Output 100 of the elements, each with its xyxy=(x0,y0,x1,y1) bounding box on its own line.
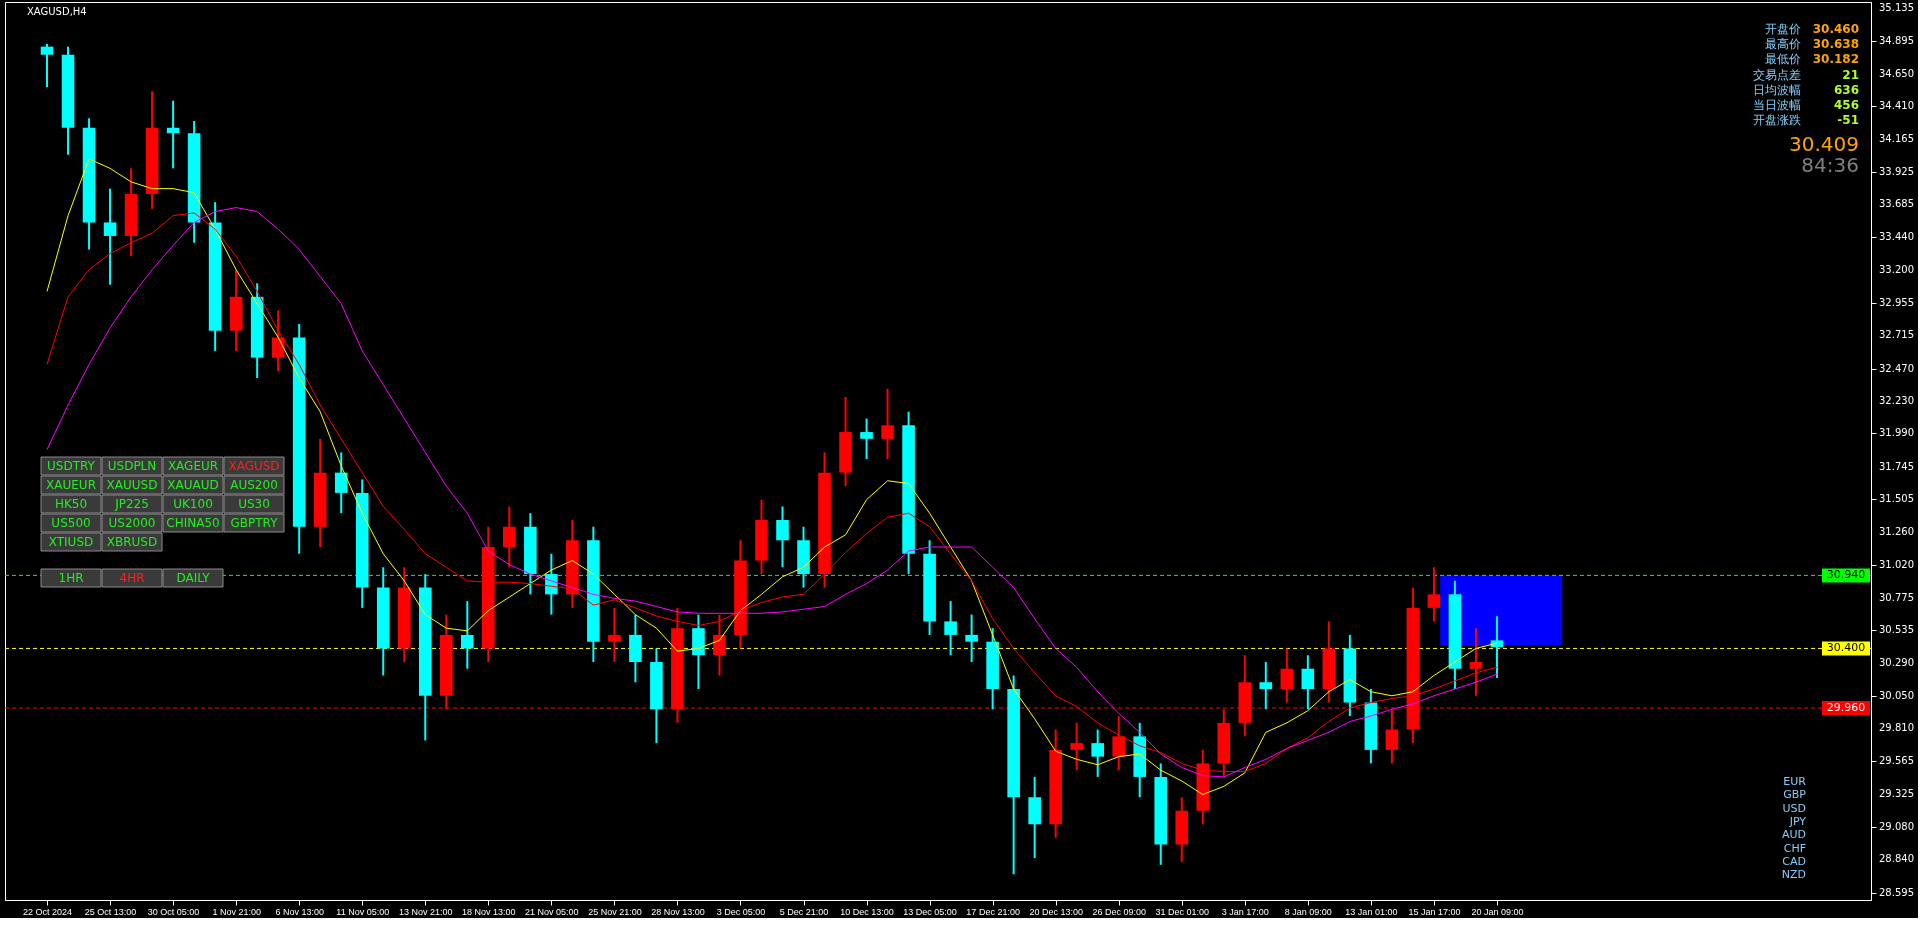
text: 30.409 xyxy=(1789,132,1859,156)
candlestick xyxy=(944,600,957,657)
text: CAD xyxy=(1782,854,1806,868)
x-tick-label: 6 Nov 13:00 xyxy=(275,906,324,917)
y-tick-label: 33.440 xyxy=(1879,231,1914,243)
candlestick xyxy=(103,187,117,286)
x-tick-label: 22 Oct 2024 xyxy=(23,906,73,917)
annotation: UK100 xyxy=(173,497,213,511)
y-tick-label: 30.775 xyxy=(1879,591,1914,603)
candlestick xyxy=(860,417,873,461)
x-tick-label: 8 Jan 09:00 xyxy=(1284,906,1332,917)
annotation: XAGUSD xyxy=(228,459,280,473)
candlestick xyxy=(776,505,789,569)
annotation: USDTRY xyxy=(47,459,96,473)
text: GBP xyxy=(1783,788,1807,802)
annotation: CHINA50 xyxy=(166,516,220,530)
x-tick-label: 5 Dec 21:00 xyxy=(779,906,829,917)
annotation: US30 xyxy=(238,497,270,511)
candlestick xyxy=(271,309,285,373)
annotation: 4HR xyxy=(119,571,145,585)
candlestick xyxy=(334,451,348,515)
x-tick-label: 15 Jan 17:00 xyxy=(1408,906,1461,917)
x-tick-label: 28 Nov 13:00 xyxy=(651,906,705,917)
ref-line-label: 30.400 xyxy=(1826,641,1866,655)
x-tick-label: 17 Dec 21:00 xyxy=(966,906,1020,917)
ref-line-label: 30.940 xyxy=(1826,568,1866,582)
y-tick-label: 34.165 xyxy=(1879,133,1914,145)
x-tick-label: 20 Dec 13:00 xyxy=(1029,906,1083,917)
y-tick-label: 30.535 xyxy=(1879,624,1914,636)
y-tick-label: 34.650 xyxy=(1879,67,1914,79)
y-tick-label: 29.810 xyxy=(1879,722,1914,734)
candlestick xyxy=(881,387,894,461)
y-tick-label: 31.260 xyxy=(1879,526,1914,538)
y-tick-label: 30.050 xyxy=(1879,689,1914,701)
annotation: HK50 xyxy=(54,497,88,511)
x-tick-label: 18 Nov 13:00 xyxy=(462,906,516,917)
text: 开盘价 xyxy=(1765,22,1801,36)
y-tick-label: 31.020 xyxy=(1879,558,1914,570)
candlestick xyxy=(503,505,516,569)
text: EUR xyxy=(1783,775,1807,788)
text: NZD xyxy=(1781,868,1806,882)
x-tick-label: 25 Nov 21:00 xyxy=(588,906,642,917)
y-tick-label: 33.685 xyxy=(1879,198,1914,210)
y-tick-label: 32.470 xyxy=(1879,362,1914,374)
y-tick-label: 31.505 xyxy=(1879,493,1914,505)
y-tick-label: 32.230 xyxy=(1879,394,1914,406)
annotation: AUS200 xyxy=(230,478,278,492)
y-tick-label: 32.955 xyxy=(1879,296,1914,308)
x-tick-label: 13 Jan 01:00 xyxy=(1345,906,1398,917)
x-tick-label: 10 Dec 13:00 xyxy=(840,906,894,917)
text: 30.182 xyxy=(1812,52,1859,67)
candlestick xyxy=(1301,654,1315,711)
y-tick-label: 33.200 xyxy=(1879,263,1914,275)
y-tick-label: 35.135 xyxy=(1879,2,1914,14)
text: CHF xyxy=(1783,841,1806,855)
annotation: XAGEUR xyxy=(167,459,219,473)
chart-title: XAGUSD,H4 xyxy=(27,6,87,17)
x-tick-label: 31 Dec 01:00 xyxy=(1155,906,1210,917)
x-tick-label: 21 Nov 05:00 xyxy=(525,906,579,917)
candlestick xyxy=(1070,721,1083,772)
candlestick xyxy=(40,42,54,89)
annotation: XBRUSD xyxy=(106,535,158,549)
text: 交易点差 xyxy=(1753,67,1801,82)
text: 开盘涨跌 xyxy=(1753,113,1801,128)
text: 当日波幅 xyxy=(1753,98,1801,112)
candlestick xyxy=(713,613,726,677)
x-tick-label: 13 Dec 05:00 xyxy=(903,906,957,917)
y-tick-label: 33.925 xyxy=(1879,165,1914,177)
annotation: USDPLN xyxy=(107,459,157,473)
annotation: GBPTRY xyxy=(230,516,279,530)
x-tick-label: 1 Nov 21:00 xyxy=(212,906,261,917)
text: 456 xyxy=(1833,98,1859,112)
y-tick-label: 31.990 xyxy=(1879,427,1914,439)
annotation: XAUUSD xyxy=(106,478,158,492)
x-tick-label: 3 Jan 17:00 xyxy=(1221,906,1269,917)
y-tick-label: 28.595 xyxy=(1879,886,1914,898)
x-tick-label: 13 Nov 21:00 xyxy=(399,906,453,917)
candlestick xyxy=(608,606,621,663)
candlestick xyxy=(460,600,474,670)
text: JPY xyxy=(1788,814,1807,828)
x-tick-label: 26 Dec 09:00 xyxy=(1092,906,1146,917)
text: AUD xyxy=(1781,828,1806,842)
x-tick-label: 11 Nov 05:00 xyxy=(336,906,390,917)
text: 636 xyxy=(1833,82,1859,97)
y-tick-label: 34.410 xyxy=(1879,100,1914,112)
candlestick xyxy=(1280,647,1294,704)
annotation: 1HR xyxy=(58,571,84,585)
text: 84:36 xyxy=(1801,153,1859,177)
text: USD xyxy=(1782,801,1806,815)
y-tick-label: 32.715 xyxy=(1879,329,1914,341)
text: 日均波幅 xyxy=(1753,82,1801,97)
annotation: JP225 xyxy=(114,497,149,511)
candlestick xyxy=(1091,728,1105,778)
candlestick xyxy=(965,613,978,663)
candlestick xyxy=(1259,660,1273,711)
y-tick-label: 34.895 xyxy=(1879,34,1914,46)
y-tick-label: 29.325 xyxy=(1879,787,1914,799)
y-tick-label: 29.565 xyxy=(1879,755,1914,767)
y-tick-label: 28.840 xyxy=(1879,853,1914,865)
candlestick xyxy=(1469,627,1483,697)
